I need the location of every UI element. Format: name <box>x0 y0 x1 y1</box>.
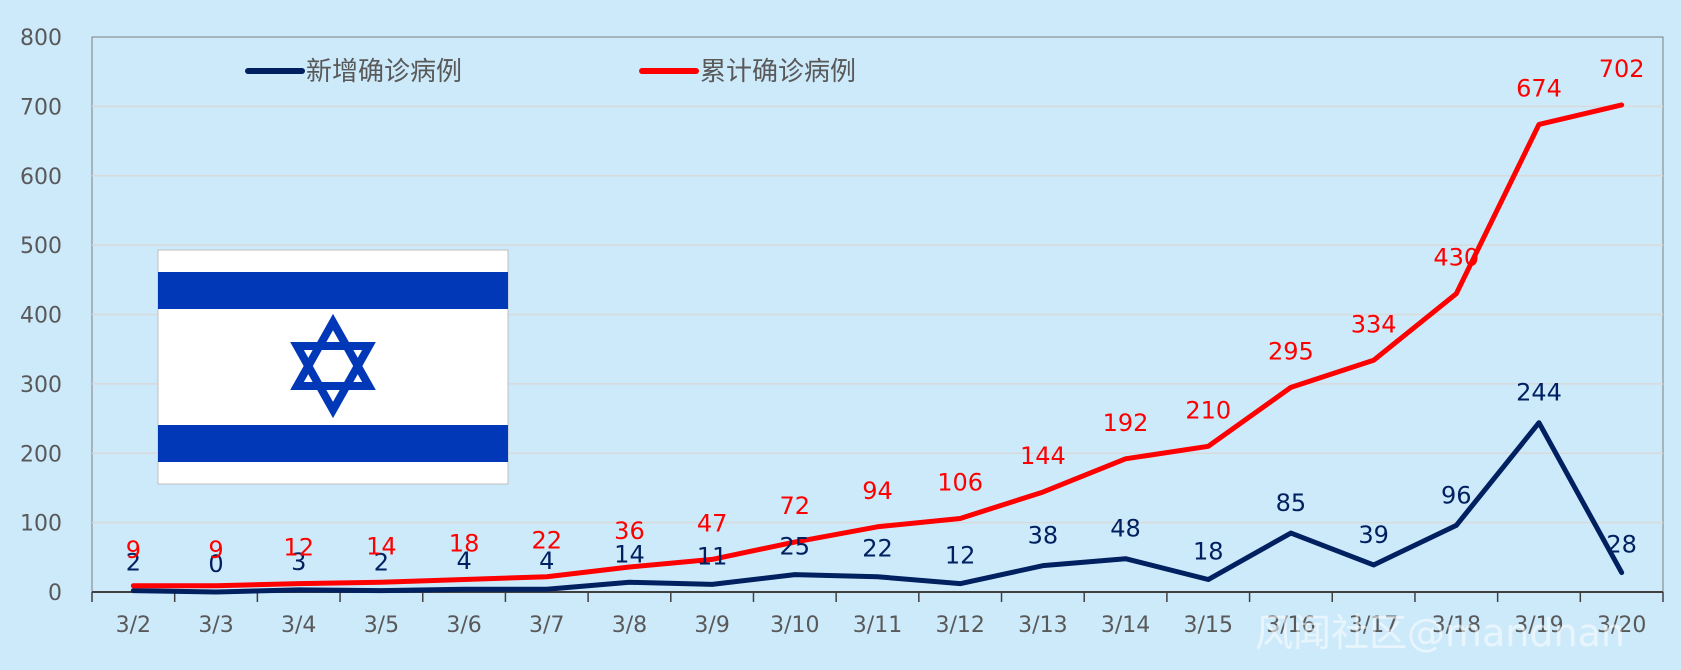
y-tick-label: 700 <box>20 95 62 120</box>
data-label: 38 <box>1028 522 1059 550</box>
data-label: 106 <box>937 468 983 496</box>
data-label: 2 <box>126 549 141 577</box>
x-tick-label: 3/2 <box>116 613 151 638</box>
y-tick-label: 100 <box>20 512 62 537</box>
data-label: 12 <box>945 542 976 570</box>
data-label: 295 <box>1268 337 1314 365</box>
x-tick-label: 3/17 <box>1349 613 1398 638</box>
x-tick-label: 3/19 <box>1514 613 1563 638</box>
data-label: 22 <box>531 527 562 555</box>
x-axis: 3/2 3/3 3/4 3/5 3/6 3/7 3/8 3/9 3/10 3/11 3/12 3/13… <box>91 591 1664 638</box>
data-label: 144 <box>1020 442 1066 470</box>
star-of-david-icon <box>290 313 376 390</box>
data-label: 430 <box>1433 244 1479 272</box>
x-tick-label: 3/13 <box>1018 613 1067 638</box>
data-label: 28 <box>1606 531 1637 559</box>
legend-label-new: 新增确诊病例 <box>306 57 462 87</box>
y-tick-label: 500 <box>20 234 62 259</box>
data-label: 14 <box>366 532 397 560</box>
x-tick-label: 3/11 <box>853 613 902 638</box>
y-tick-label: 200 <box>20 442 62 467</box>
data-label: 25 <box>780 533 811 561</box>
series-lines <box>130 102 1625 595</box>
legend: 新增确诊病例 累计确诊病例 <box>245 57 856 87</box>
data-label: 18 <box>449 530 480 558</box>
x-tick-label: 3/15 <box>1184 613 1233 638</box>
watermark: 风闻社区@mandnan <box>1255 611 1625 655</box>
y-tick-label: 0 <box>48 581 62 606</box>
x-tick-label: 3/20 <box>1597 613 1646 638</box>
x-tick-label: 3/7 <box>529 613 564 638</box>
data-label: 39 <box>1358 521 1389 549</box>
data-label: 2 <box>374 549 389 577</box>
data-label: 192 <box>1103 409 1149 437</box>
data-label: 47 <box>697 509 728 537</box>
star-of-david-icon-inverted <box>290 342 376 419</box>
data-label: 36 <box>614 517 645 545</box>
x-tick-label: 3/5 <box>364 613 399 638</box>
data-label: 12 <box>283 534 314 562</box>
x-tick-label: 3/10 <box>770 613 819 638</box>
x-tick-label: 3/12 <box>935 613 984 638</box>
flag-stripe-top <box>158 272 508 309</box>
legend-label-cumulative: 累计确诊病例 <box>700 57 856 87</box>
x-tick-label: 3/3 <box>198 613 233 638</box>
data-label: 4 <box>456 547 471 575</box>
y-tick-label: 400 <box>20 304 62 329</box>
y-tick-label: 600 <box>20 165 62 190</box>
data-label: 11 <box>697 542 728 570</box>
data-label: 96 <box>1441 481 1472 509</box>
x-tick-label: 3/8 <box>612 613 647 638</box>
flag-stripe-bottom <box>158 425 508 462</box>
data-label: 674 <box>1516 74 1562 102</box>
data-label: 14 <box>614 540 645 568</box>
y-tick-label: 300 <box>20 373 62 398</box>
data-label: 702 <box>1599 55 1645 83</box>
israel-flag <box>157 249 509 485</box>
data-label: 22 <box>862 535 893 563</box>
y-tick-label: 800 <box>20 26 62 51</box>
data-label: 9 <box>126 536 141 564</box>
data-label: 18 <box>1193 538 1224 566</box>
data-label: 9 <box>208 536 223 564</box>
data-label: 4 <box>539 547 554 575</box>
data-label: 72 <box>780 492 811 520</box>
data-label: 94 <box>862 477 893 505</box>
x-tick-label: 3/4 <box>281 613 316 638</box>
x-tick-label: 3/6 <box>446 613 481 638</box>
x-tick-label: 3/18 <box>1432 613 1481 638</box>
series-line-0 <box>130 420 1625 595</box>
x-tick-label: 3/14 <box>1101 613 1150 638</box>
data-label: 210 <box>1185 396 1231 424</box>
data-label: 85 <box>1276 489 1307 517</box>
x-tick-label: 3/9 <box>694 613 729 638</box>
data-label: 244 <box>1516 379 1562 407</box>
data-label: 48 <box>1110 515 1141 543</box>
data-label: 334 <box>1351 310 1397 338</box>
data-label: 0 <box>208 550 223 578</box>
data-label: 3 <box>291 548 306 576</box>
x-tick-label: 3/16 <box>1266 613 1315 638</box>
series-line-1 <box>130 102 1625 589</box>
y-axis: 0 100 200 300 400 500 600 700 800 <box>20 26 62 606</box>
